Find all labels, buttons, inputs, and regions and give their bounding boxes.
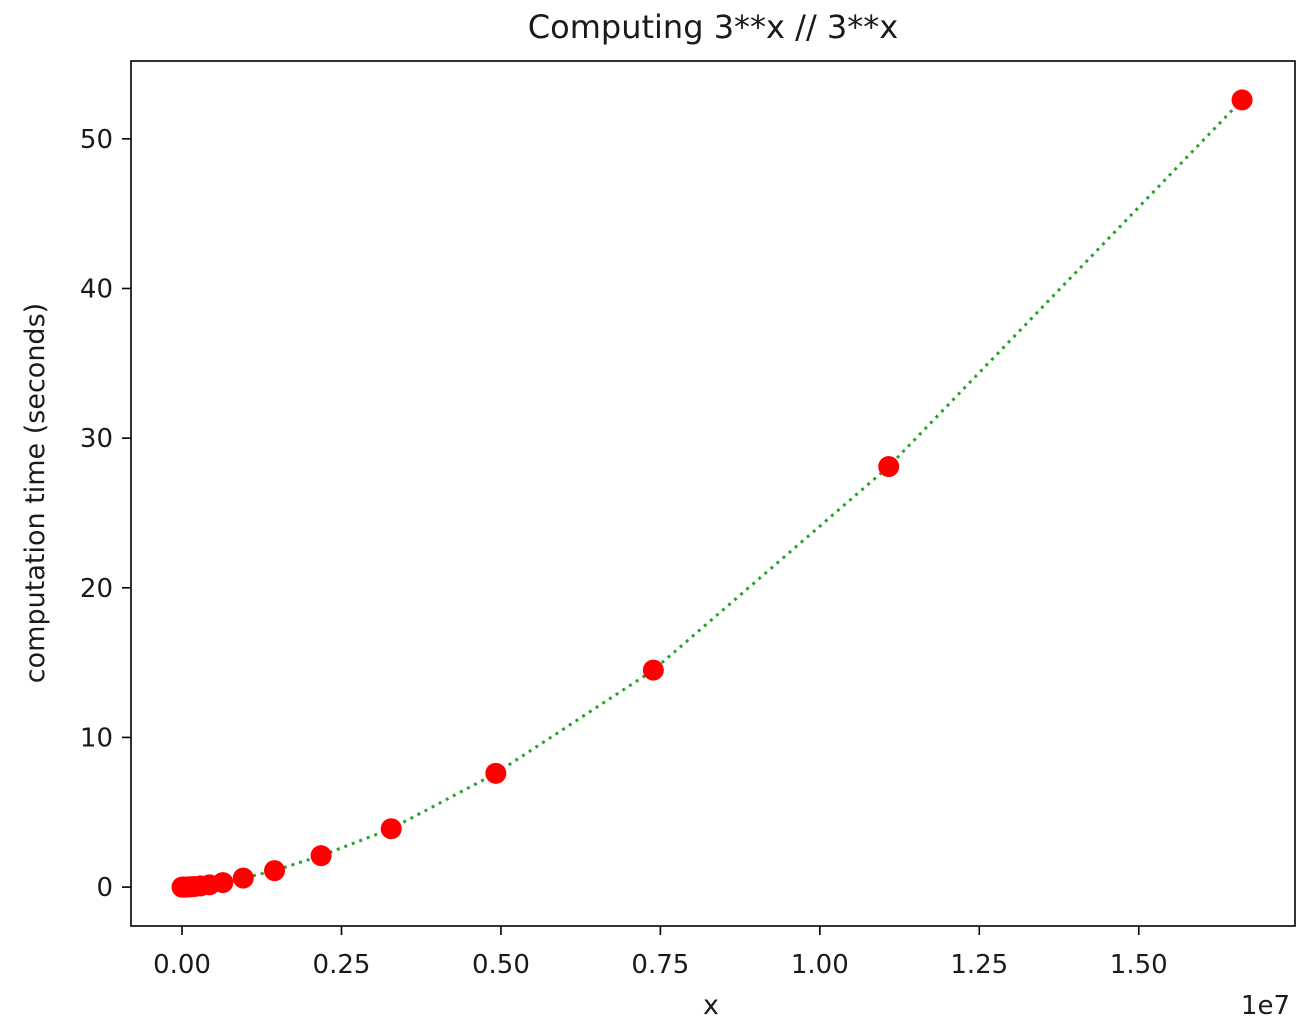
data-point — [264, 860, 286, 882]
data-point — [380, 818, 402, 840]
x-axis-offset-label: 1e7 — [1241, 991, 1290, 1021]
x-tick-label: 1.50 — [1110, 950, 1168, 980]
x-tick-label: 0.00 — [153, 950, 211, 980]
x-axis: 0.00 0.25 0.50 0.75 1.00 1.25 1.50 — [153, 926, 1168, 980]
data-point — [1231, 89, 1253, 111]
chart-title: Computing 3**x // 3**x — [528, 8, 898, 46]
x-tick-label: 1.25 — [950, 950, 1008, 980]
y-axis: 0 10 20 30 40 50 — [80, 125, 131, 903]
y-tick-label: 30 — [80, 424, 113, 454]
plot-area — [130, 60, 1296, 927]
x-tick-label: 0.75 — [631, 950, 689, 980]
y-tick-label: 20 — [80, 574, 113, 604]
x-axis-label: x — [703, 990, 719, 1021]
data-point — [310, 845, 332, 867]
y-tick-label: 0 — [96, 873, 113, 903]
x-tick-label: 0.25 — [313, 950, 371, 980]
x-tick-label: 0.50 — [472, 950, 530, 980]
axes-frame — [130, 60, 1296, 927]
y-tick-label: 50 — [80, 125, 113, 155]
x-tick-label: 1.00 — [791, 950, 849, 980]
series-markers — [171, 89, 1253, 898]
data-point — [642, 659, 664, 681]
data-point — [878, 456, 900, 478]
data-point — [212, 872, 234, 894]
y-axis-label: computation time (seconds) — [20, 303, 51, 683]
data-point — [485, 762, 507, 784]
data-point — [232, 867, 254, 889]
y-tick-label: 10 — [80, 723, 113, 753]
y-tick-label: 40 — [80, 274, 113, 304]
